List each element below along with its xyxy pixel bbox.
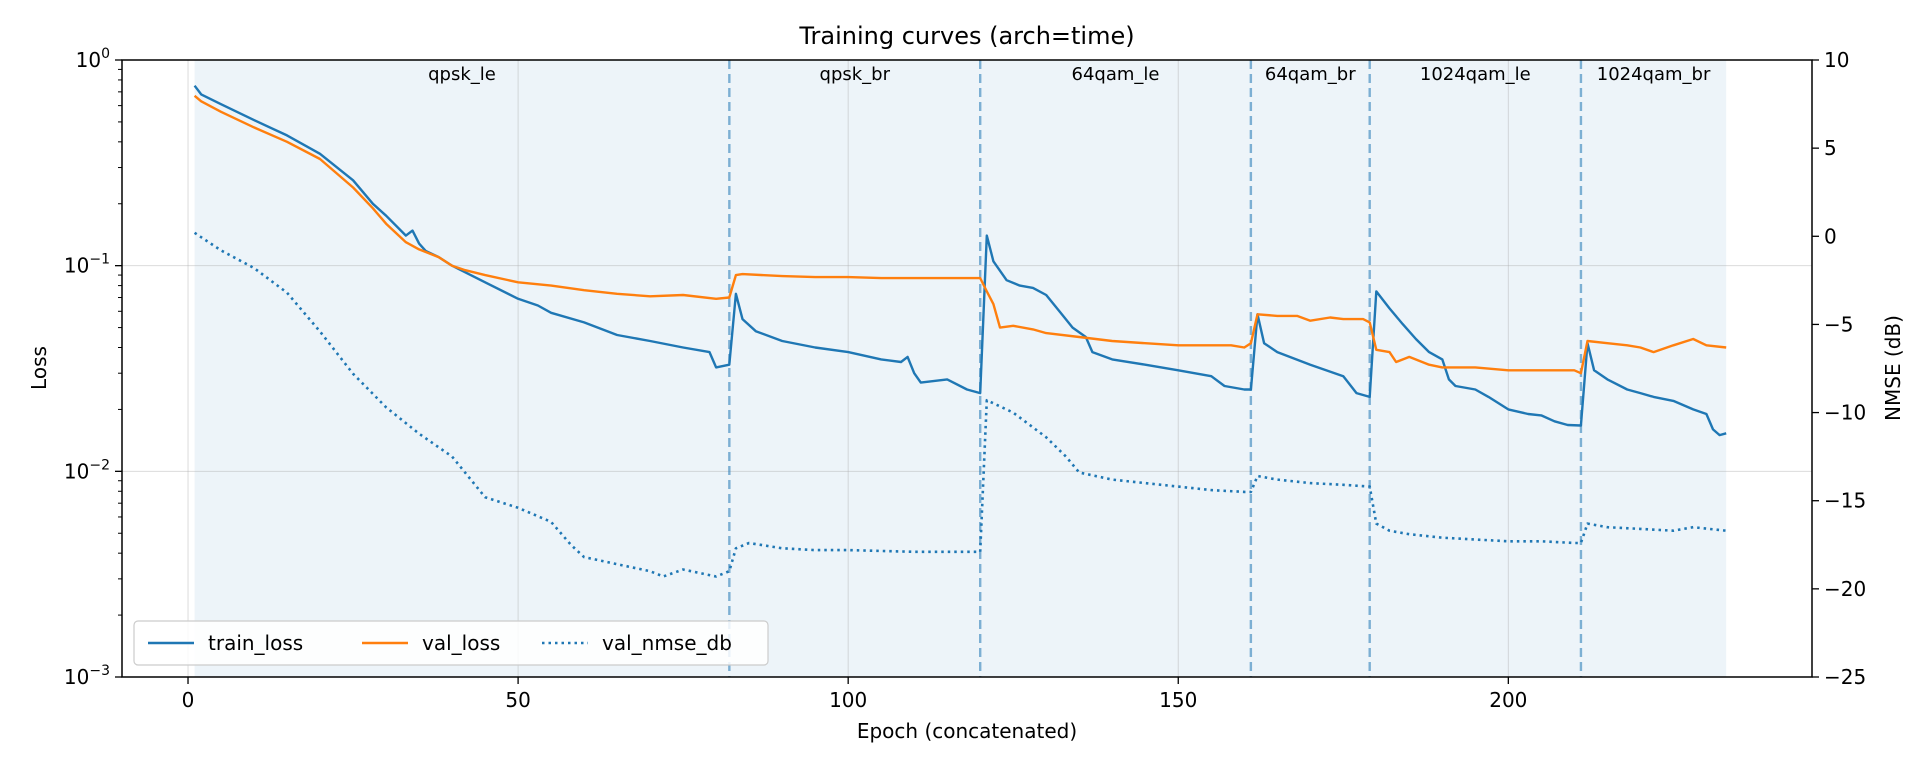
y-axis-ticks: 10−3 10−2 10−1 100: [64, 46, 122, 689]
y2-axis-label: NMSE (dB): [1881, 315, 1905, 421]
y-tick-label-1: 10−2: [64, 457, 110, 483]
phase-labels: qpsk_le qpsk_br 64qam_le 64qam_br 1024qam_le…: [428, 64, 1711, 85]
x-tick-label-3: 150: [1159, 688, 1197, 712]
x-tick-label-1: 50: [505, 688, 530, 712]
legend-label-val_loss: val_loss: [422, 631, 500, 655]
y2-tick-label-6: −20: [1824, 577, 1866, 601]
phase-label-4: 1024qam_le: [1420, 64, 1531, 85]
y-tick-label-2: 10−1: [64, 252, 110, 278]
x-tick-label-0: 0: [182, 688, 195, 712]
phase-label-5: 1024qam_br: [1597, 64, 1711, 85]
y2-axis-ticks: 10 5 0 −5 −10 −15 −20 −25: [1812, 48, 1866, 689]
x-tick-label-2: 100: [829, 688, 867, 712]
phase-band-3: [1250, 60, 1370, 677]
x-axis-ticks: 0 50 100 150 200: [182, 677, 1527, 712]
y2-tick-label-1: 5: [1824, 136, 1837, 160]
series-line-val_loss: [193, 94, 1727, 375]
phase-band-2: [980, 60, 1251, 677]
series-lines: [193, 84, 1727, 578]
y2-tick-label-5: −15: [1824, 489, 1866, 513]
legend-box: [133, 620, 769, 666]
phase-band-0: [194, 60, 730, 677]
phase-label-1: qpsk_br: [820, 64, 891, 85]
phase-label-2: 64qam_le: [1072, 64, 1160, 85]
y2-tick-label-7: −25: [1824, 665, 1866, 689]
phase-label-0: qpsk_le: [428, 64, 496, 85]
y2-tick-label-2: 0: [1824, 224, 1837, 248]
series-line-train_loss: [193, 84, 1727, 437]
phase-bands: [194, 60, 1727, 677]
y2-tick-label-0: 10: [1824, 48, 1849, 72]
y2-tick-label-4: −10: [1824, 401, 1866, 425]
plot-frame: [121, 59, 1813, 678]
y-tick-label-3: 100: [76, 46, 110, 72]
chart-title: Training curves (arch=time): [798, 22, 1134, 50]
y-axis-label: Loss: [27, 346, 51, 390]
y-tick-label-0: 10−3: [64, 663, 110, 689]
x-tick-label-4: 200: [1489, 688, 1527, 712]
x-axis-label: Epoch (concatenated): [857, 719, 1077, 743]
legend: train_loss val_loss val_nmse_db: [133, 620, 769, 666]
series-line-val_nmse_db: [193, 231, 1727, 578]
y2-tick-label-3: −5: [1824, 312, 1853, 336]
phase-band-5: [1580, 60, 1727, 677]
legend-label-val_nmse_db: val_nmse_db: [602, 631, 732, 655]
phase-band-1: [729, 60, 981, 677]
legend-label-train_loss: train_loss: [208, 631, 303, 655]
phase-label-3: 64qam_br: [1265, 64, 1356, 85]
